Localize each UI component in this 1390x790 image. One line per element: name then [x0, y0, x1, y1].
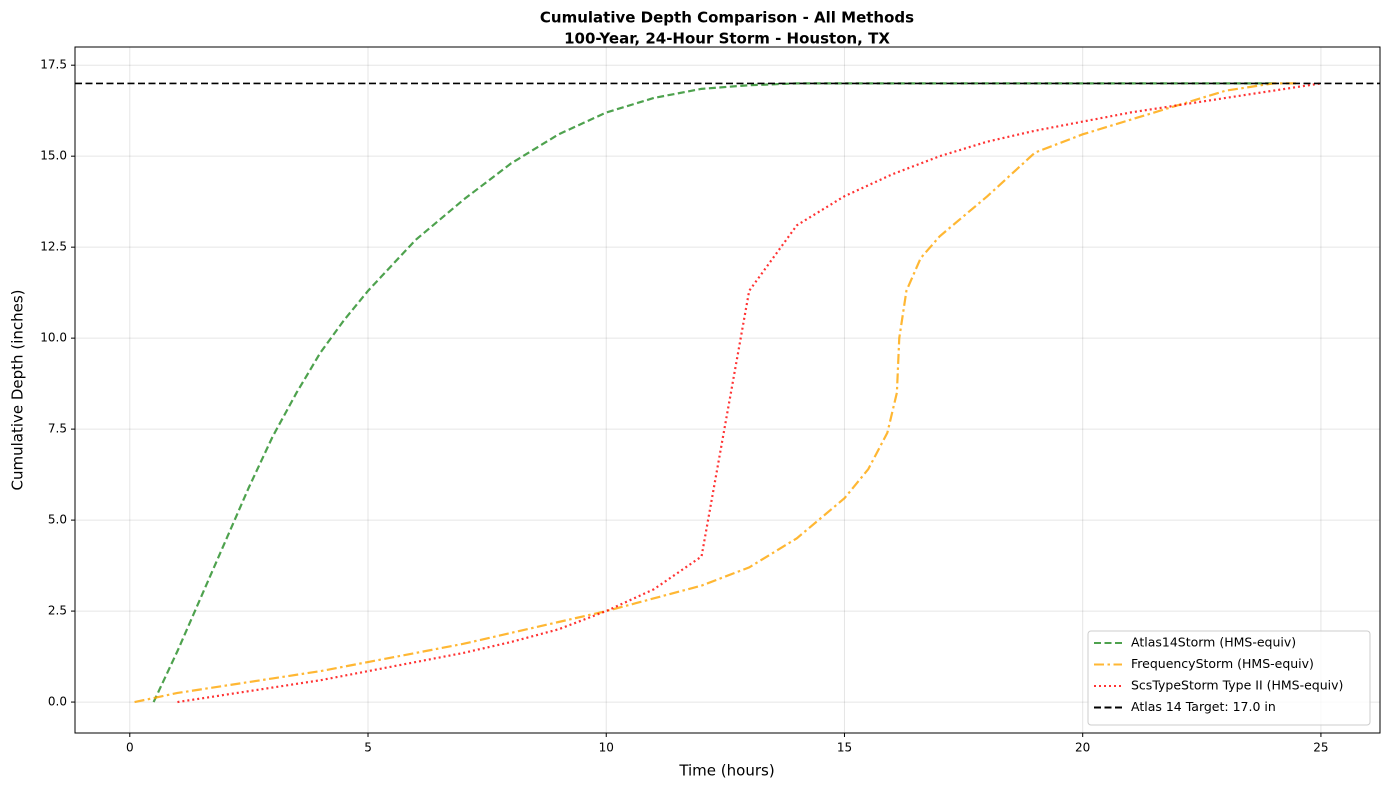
x-tick-label: 20: [1075, 741, 1090, 755]
plot-frame: [74, 46, 1381, 734]
series-line: [134, 82, 1298, 704]
x-axis-label: Time (hours): [678, 762, 774, 780]
y-tick-label: 15.0: [40, 149, 67, 163]
legend-label: FrequencyStorm (HMS-equiv): [1131, 656, 1314, 671]
x-tick-label: 25: [1313, 741, 1328, 755]
legend-label: ScsTypeStorm Type II (HMS-equiv): [1131, 678, 1343, 693]
y-axis-label: Cumulative Depth (inches): [9, 289, 27, 490]
series-line: [177, 82, 1322, 704]
legend-box: [1087, 630, 1371, 726]
y-tick-label: 5.0: [48, 513, 67, 527]
y-tick-label: 0.0: [48, 695, 67, 709]
chart-subtitle: 100-Year, 24-Hour Storm - Houston, TX: [564, 30, 890, 48]
y-tick-label: 7.5: [48, 422, 67, 436]
x-tick-label: 10: [599, 741, 614, 755]
legend: Atlas14Storm (HMS-equiv) FrequencyStorm (…: [1087, 630, 1371, 726]
series-line: [152, 82, 1274, 703]
y-tick-label: 10.0: [40, 331, 67, 345]
y-tick-label: 17.5: [40, 58, 67, 72]
x-tick-label: 5: [364, 741, 372, 755]
x-tick-label: 0: [126, 741, 134, 755]
chart-title: Cumulative Depth Comparison - All Method…: [540, 9, 914, 27]
y-tick-label: 2.5: [48, 604, 67, 618]
x-tick-label: 15: [837, 741, 852, 755]
legend-label: Atlas14Storm (HMS-equiv): [1131, 635, 1296, 650]
legend-label: Atlas 14 Target: 17.0 in: [1131, 699, 1276, 714]
y-tick-label: 12.5: [40, 240, 67, 254]
